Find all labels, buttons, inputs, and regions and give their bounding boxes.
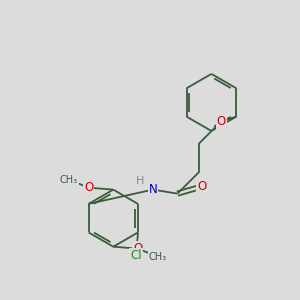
Text: N: N: [148, 183, 157, 196]
Text: O: O: [217, 115, 226, 128]
Text: O: O: [133, 242, 142, 255]
Text: O: O: [84, 181, 93, 194]
Text: O: O: [197, 180, 207, 193]
Text: CH₃: CH₃: [148, 252, 167, 262]
Text: CH₃: CH₃: [60, 175, 78, 185]
Text: Cl: Cl: [130, 249, 142, 262]
Text: H: H: [136, 176, 144, 186]
